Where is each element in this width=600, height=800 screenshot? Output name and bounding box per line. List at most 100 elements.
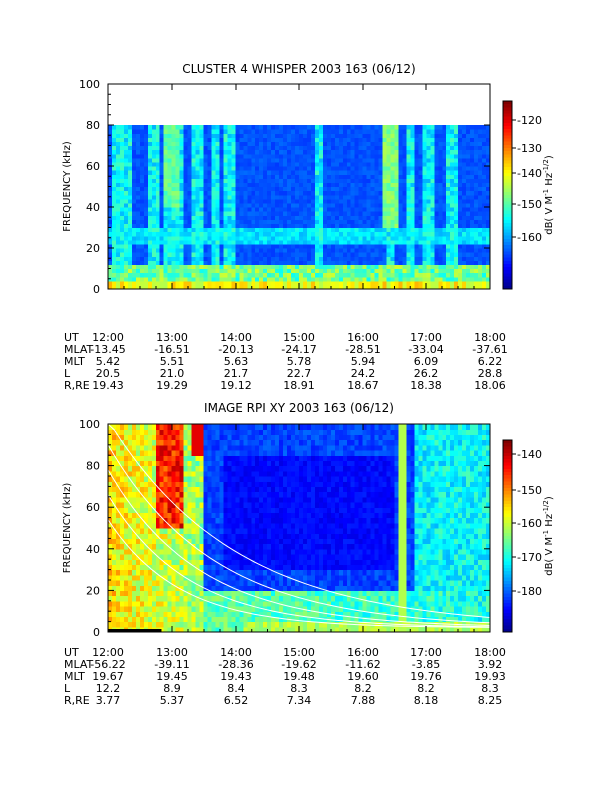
ephemeris-value: 6.09 [414, 355, 439, 368]
ephemeris-value: -28.36 [218, 658, 253, 671]
ephemeris-value: 19.60 [347, 670, 379, 683]
gap-bar [108, 629, 162, 632]
chart-title: IMAGE RPI XY 2003 163 (06/12) [204, 401, 394, 415]
ephemeris-label: L [64, 682, 71, 695]
ephemeris-value: 8.25 [478, 694, 503, 707]
y-tick-label: 60 [86, 501, 100, 514]
ephemeris-label: R,RE [64, 379, 90, 392]
ephemeris-value: -3.85 [412, 658, 440, 671]
ephemeris-label: R,RE [64, 694, 90, 707]
ephemeris-value: 19.48 [283, 670, 315, 683]
y-tick-label: 40 [86, 201, 100, 214]
ephemeris-value: 5.94 [351, 355, 376, 368]
ephemeris-value: 5.51 [160, 355, 185, 368]
ephemeris-value: 15:00 [283, 646, 315, 659]
y-tick-label: 100 [79, 418, 100, 431]
ephemeris-value: 21.0 [160, 367, 185, 380]
y-axis-label: FREQUENCY (kHz) [62, 141, 73, 232]
ephemeris-value: 18.67 [347, 379, 379, 392]
ephemeris-value: 19.93 [474, 670, 506, 683]
colorbar-tick-label: -140 [517, 448, 542, 461]
ephemeris-label: UT [64, 646, 79, 659]
ephemeris-value: 13:00 [156, 331, 188, 344]
ephemeris-value: -11.62 [345, 658, 380, 671]
ephemeris-value: 17:00 [410, 331, 442, 344]
y-tick-label: 40 [86, 543, 100, 556]
trace-line [107, 423, 491, 618]
ephemeris-value: 18.06 [474, 379, 506, 392]
ephemeris-value: 14:00 [220, 331, 252, 344]
ephemeris-value: -16.51 [154, 343, 189, 356]
trace-line [107, 444, 491, 624]
ephemeris-value: -13.45 [90, 343, 125, 356]
ephemeris-value: 5.78 [287, 355, 312, 368]
ephemeris-value: 7.34 [287, 694, 312, 707]
colorbar-label: dB( V M-1 Hz-1/2) [542, 496, 555, 576]
ephemeris-value: 3.77 [96, 694, 121, 707]
ephemeris-value: 8.3 [290, 682, 308, 695]
ephemeris-value: 7.88 [351, 694, 376, 707]
ephemeris-value: 6.52 [224, 694, 249, 707]
y-tick-label: 0 [93, 626, 100, 639]
chart-title: CLUSTER 4 WHISPER 2003 163 (06/12) [182, 62, 415, 76]
ephemeris-value: 19.76 [410, 670, 442, 683]
colorbar-tick-label: -150 [517, 484, 542, 497]
ephemeris-value: 8.3 [481, 682, 499, 695]
ephemeris-label: UT [64, 331, 79, 344]
ephemeris-value: 3.92 [478, 658, 503, 671]
ephemeris-label: MLAT [64, 658, 94, 671]
ephemeris-value: 19.43 [92, 379, 124, 392]
y-axis-label: FREQUENCY (kHz) [62, 483, 73, 574]
colorbar-tick-label: -160 [517, 231, 542, 244]
colorbar-tick-label: -180 [517, 585, 542, 598]
colorbar-frame [502, 439, 513, 633]
ephemeris-value: 16:00 [347, 646, 379, 659]
colorbar-tick-label: -120 [517, 114, 542, 127]
ephemeris-value: 18.91 [283, 379, 315, 392]
y-tick-label: 80 [86, 460, 100, 473]
ephemeris-value: 16:00 [347, 331, 379, 344]
ephemeris-value: 12:00 [92, 331, 124, 344]
colorbar-tick-label: -170 [517, 551, 542, 564]
ephemeris-label: L [64, 367, 71, 380]
colorbar-frame [502, 100, 513, 290]
ephemeris-label: MLT [64, 355, 85, 368]
ephemeris-label: MLT [64, 670, 85, 683]
panel-2: IMAGE RPI XY 2003 163 (06/12) 0 20 40 60 80 10… [62, 401, 555, 707]
ephemeris-value: 19.29 [156, 379, 188, 392]
ephemeris-value: 5.63 [224, 355, 249, 368]
ephemeris-value: 28.8 [478, 367, 503, 380]
ephemeris-value: 18.38 [410, 379, 442, 392]
ephemeris-value: -37.61 [472, 343, 507, 356]
ephemeris-value: 14:00 [220, 646, 252, 659]
ephemeris-value: 19.45 [156, 670, 188, 683]
ephemeris-value: 15:00 [283, 331, 315, 344]
ephemeris-value: 24.2 [351, 367, 376, 380]
ephemeris-value: 22.7 [287, 367, 312, 380]
ephemeris-value: 5.42 [96, 355, 121, 368]
ephemeris-value: -56.22 [90, 658, 125, 671]
trace-line [107, 469, 491, 626]
y-tick-label: 100 [79, 78, 100, 91]
ephemeris-value: 26.2 [414, 367, 439, 380]
ephemeris-value: 6.22 [478, 355, 503, 368]
panel-1: CLUSTER 4 WHISPER 2003 163 (06/12) 0 20 40 6… [62, 62, 555, 392]
trace-line [107, 494, 490, 628]
ephemeris-value: 18:00 [474, 331, 506, 344]
y-tick-label: 60 [86, 160, 100, 173]
ephemeris-value: 17:00 [410, 646, 442, 659]
ephemeris-label: MLAT [64, 343, 94, 356]
ephemeris-value: -19.62 [281, 658, 316, 671]
y-tick-label: 20 [86, 242, 100, 255]
ephemeris-value: 5.37 [160, 694, 185, 707]
y-tick-label: 80 [86, 119, 100, 132]
ephemeris-value: 18:00 [474, 646, 506, 659]
ephemeris-value: 19.67 [92, 670, 124, 683]
ephemeris-value: -33.04 [408, 343, 443, 356]
ephemeris-value: 8.2 [417, 682, 435, 695]
ephemeris-value: 20.5 [96, 367, 121, 380]
ephemeris-value: -20.13 [218, 343, 253, 356]
ephemeris-value: -28.51 [345, 343, 380, 356]
colorbar-tick-label: -130 [517, 142, 542, 155]
